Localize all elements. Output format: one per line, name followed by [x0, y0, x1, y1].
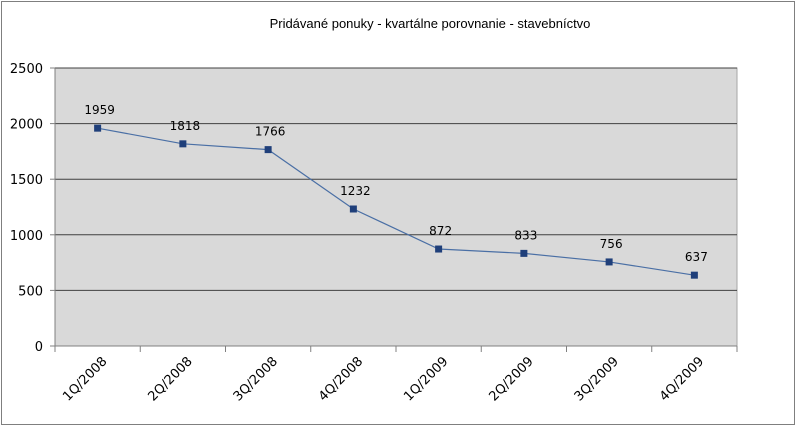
chart-title: Pridávané ponuky - kvartálne porovnanie …	[269, 16, 591, 31]
y-tick-label: 2000	[10, 118, 43, 133]
data-label: 756	[600, 237, 623, 251]
y-tick-label: 500	[18, 284, 43, 299]
data-point	[264, 146, 272, 154]
data-point	[520, 249, 528, 257]
data-point	[94, 124, 102, 132]
series-line	[97, 127, 695, 276]
x-tick-label: 4Q/2008	[316, 354, 366, 404]
chart-frame	[1, 1, 795, 425]
data-point	[349, 205, 357, 213]
y-tick-label: 2500	[10, 62, 43, 77]
data-point	[179, 140, 187, 148]
y-tick-label: 1000	[10, 229, 43, 244]
x-tick-label: 3Q/2009	[572, 354, 622, 404]
data-label: 833	[514, 228, 537, 242]
data-label: 1818	[170, 119, 201, 133]
x-tick-label: 3Q/2008	[231, 354, 281, 404]
data-point	[435, 245, 443, 253]
x-tick-label: 1Q/2009	[401, 354, 451, 404]
y-tick-label: 0	[35, 340, 43, 355]
data-label: 637	[685, 250, 708, 264]
y-tick-label: 1500	[10, 173, 43, 188]
x-tick-label: 2Q/2008	[146, 354, 196, 404]
data-label: 872	[429, 224, 452, 238]
data-label: 1232	[340, 184, 371, 198]
x-tick-label: 4Q/2009	[657, 354, 707, 404]
data-label: 1959	[84, 103, 115, 117]
x-tick-label: 2Q/2009	[487, 354, 537, 404]
plot-area	[54, 67, 738, 347]
data-point	[605, 258, 613, 266]
x-tick-label: 1Q/2008	[60, 354, 110, 404]
data-point	[690, 271, 698, 279]
data-label: 1766	[255, 125, 286, 139]
